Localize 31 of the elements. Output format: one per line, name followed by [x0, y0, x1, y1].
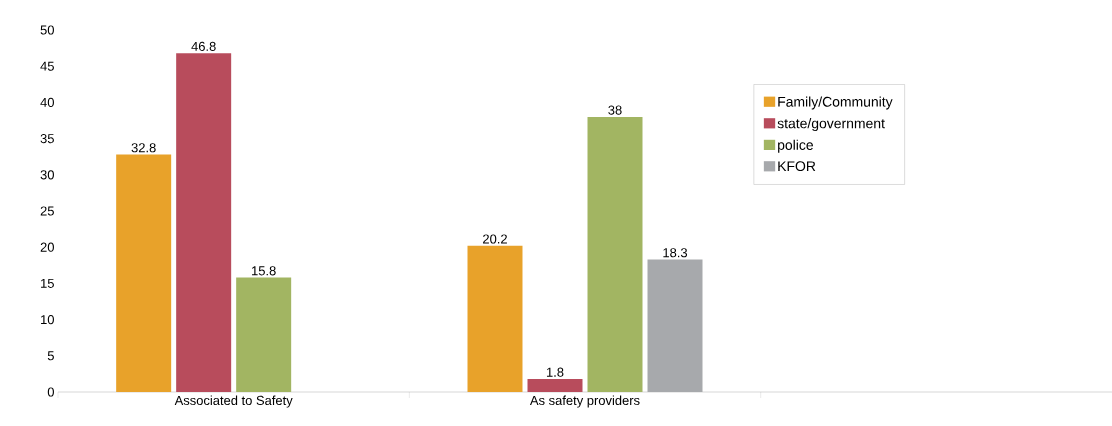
y-tick-label: 20 — [40, 242, 54, 252]
y-tick-label: 25 — [40, 206, 54, 216]
x-tick-label: As safety providers — [529, 395, 640, 408]
bar — [647, 259, 703, 392]
y-tick-label: 30 — [40, 170, 54, 180]
bar — [116, 154, 172, 392]
y-tick-label: 5 — [47, 351, 54, 361]
data-label: 20.2 — [483, 234, 507, 244]
legend-label: police — [778, 139, 813, 153]
bar — [467, 245, 523, 392]
data-label: 15.8 — [252, 266, 276, 276]
legend-label: Family/Community — [778, 96, 893, 110]
bar — [176, 53, 232, 392]
y-tick-label: 10 — [41, 315, 54, 325]
data-label: 1.8 — [546, 367, 564, 377]
data-label: 38 — [608, 105, 622, 115]
y-tick-label: 45 — [40, 61, 54, 71]
bar — [527, 378, 583, 392]
bar — [587, 116, 643, 392]
legend-label: state/government — [777, 118, 885, 132]
legend-label: KFOR — [778, 161, 816, 172]
y-tick-label: 50 — [40, 25, 54, 35]
y-tick-label: 0 — [47, 387, 54, 397]
x-tick-label: Associated to Safety — [174, 395, 293, 408]
bar — [236, 277, 292, 392]
data-label: 32.8 — [131, 143, 156, 153]
data-label: 18.3 — [663, 248, 688, 258]
y-tick-label: 40 — [40, 97, 54, 107]
y-tick-label: 15 — [41, 278, 54, 288]
data-label: 46.8 — [191, 41, 216, 51]
y-tick-label: 35 — [40, 134, 54, 144]
